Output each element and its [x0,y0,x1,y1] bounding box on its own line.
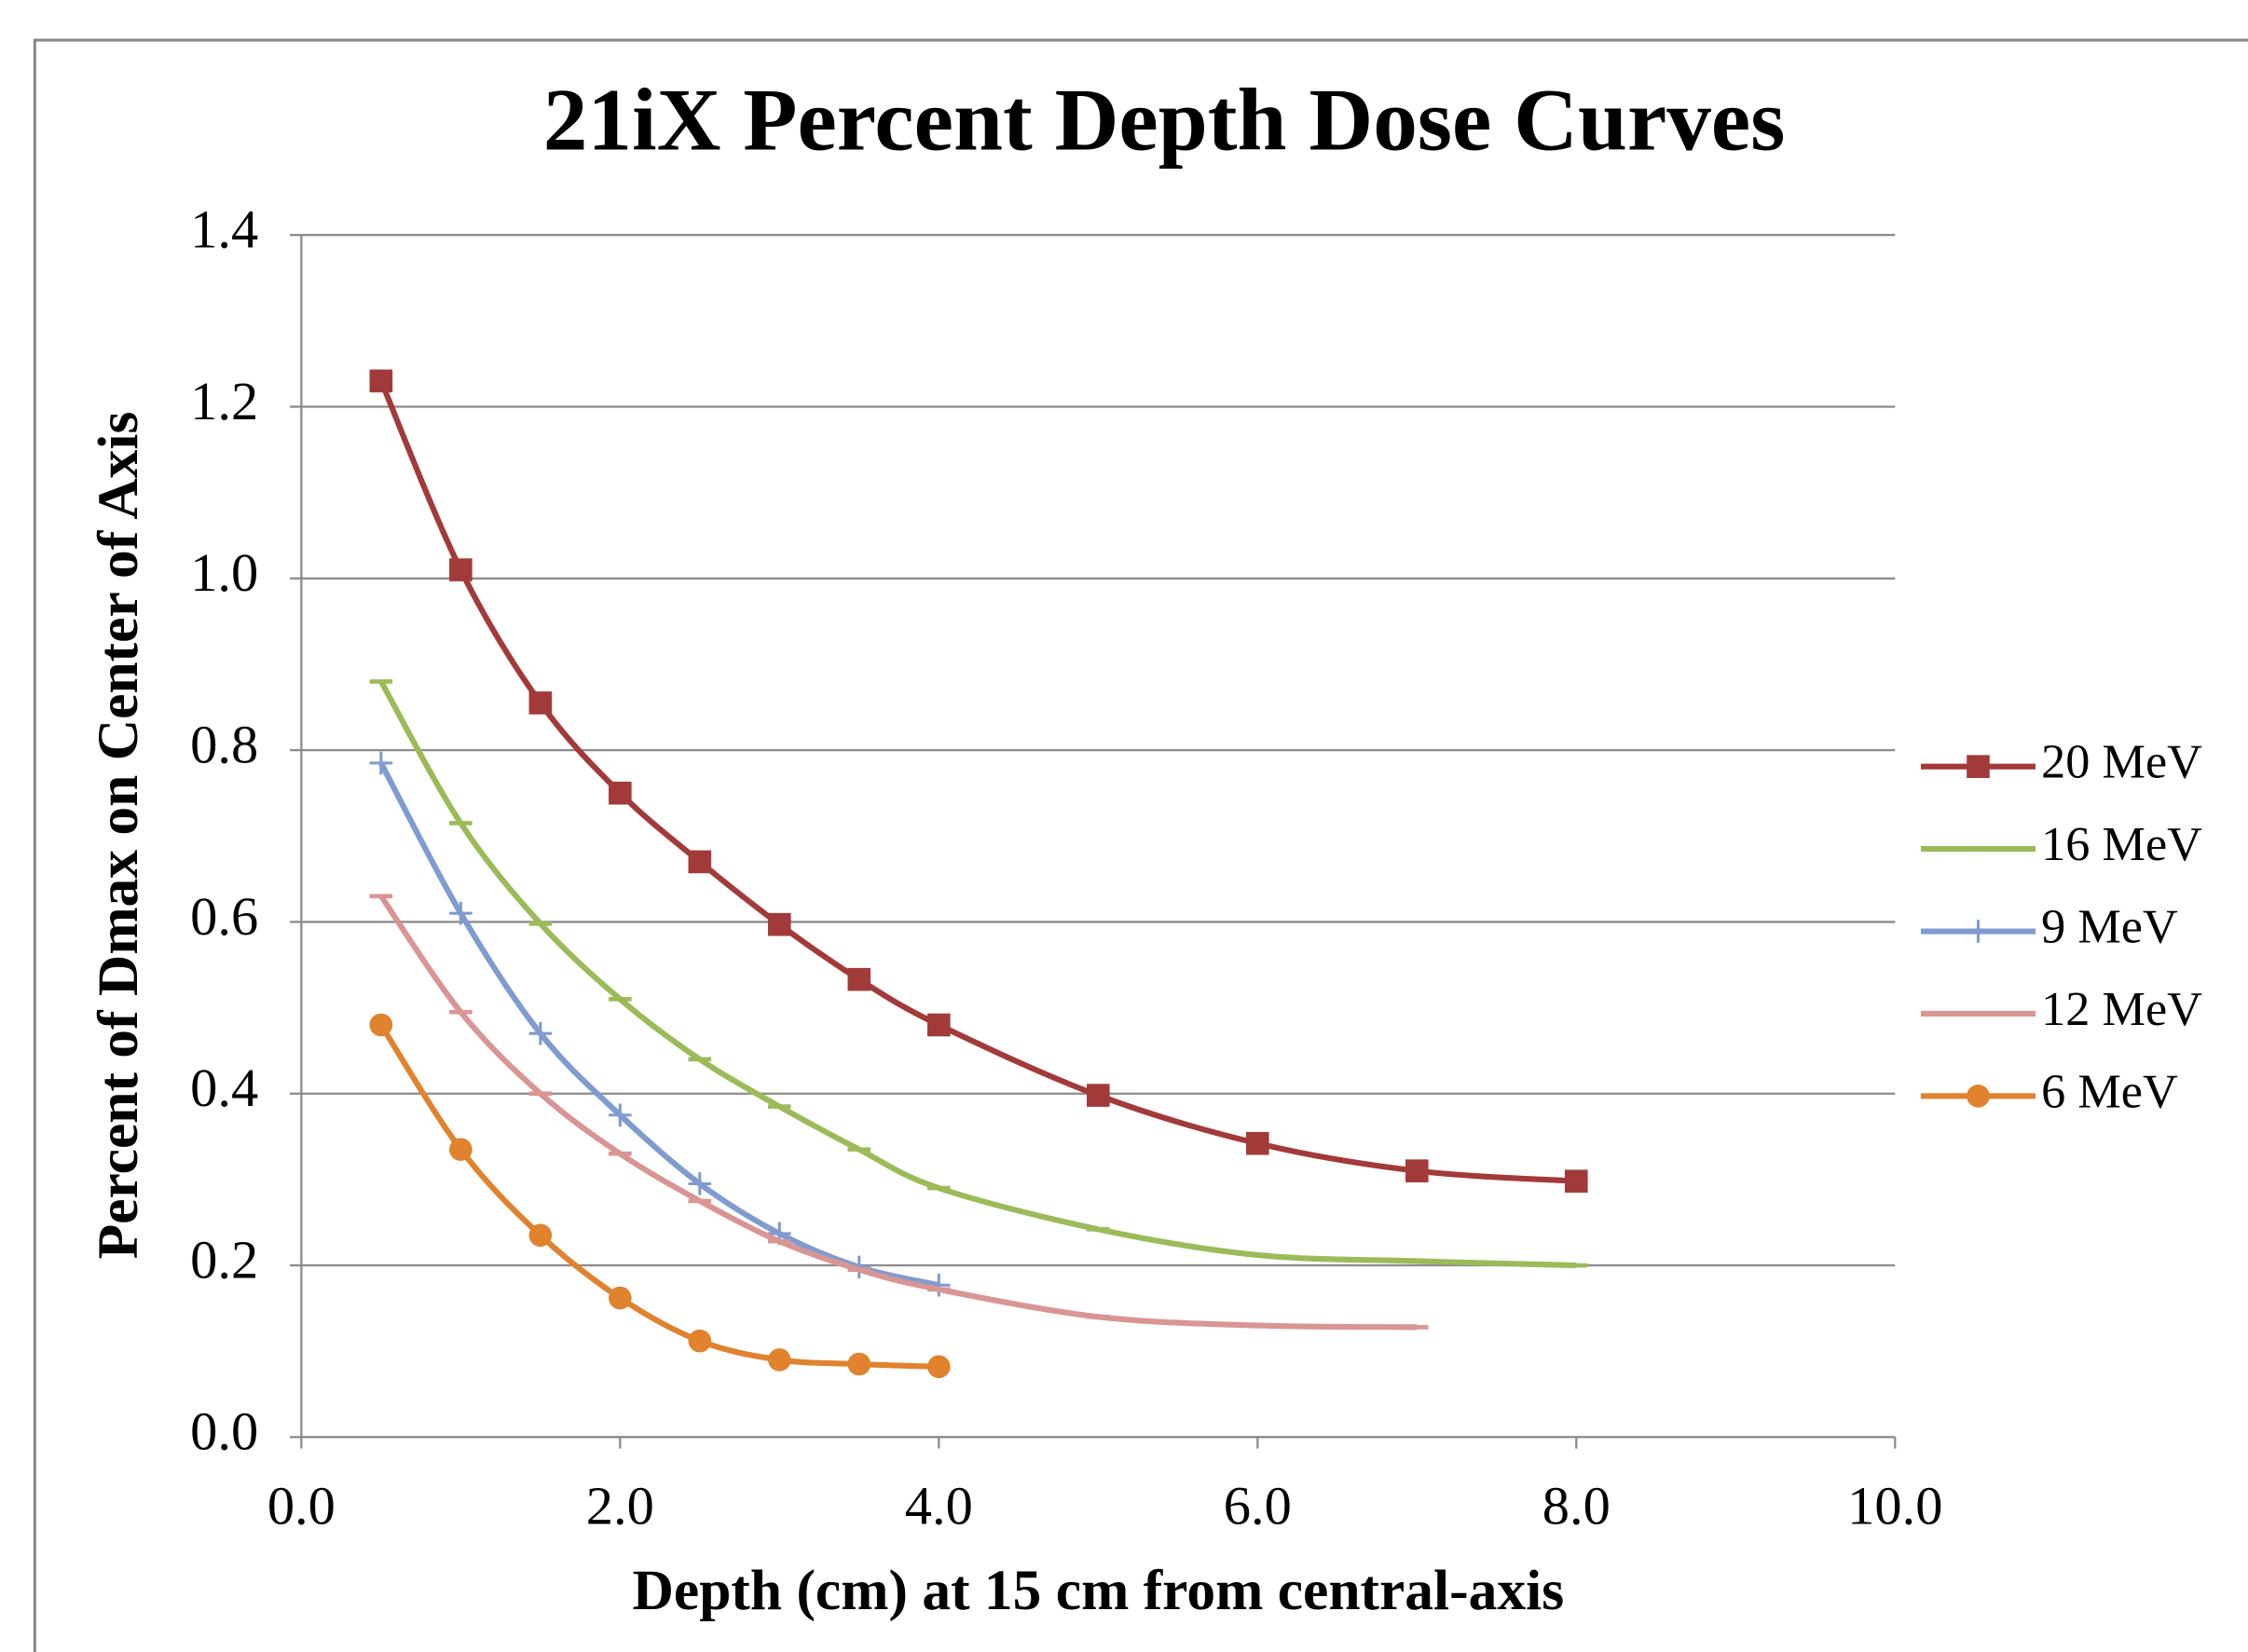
data-point [609,1286,632,1310]
chart-title: 21iX Percent Depth Dose Curves [543,70,1786,169]
legend-label: 6 MeV [2041,1064,2178,1118]
legend-marker [1967,920,1990,943]
y-tick-label: 0.8 [190,715,258,775]
data-point [927,1013,951,1037]
data-point [688,850,712,874]
data-point [847,967,871,991]
y-tick-label: 0.2 [190,1229,258,1290]
data-point [528,1021,553,1045]
data-point [609,1103,632,1127]
data-point [768,912,791,936]
chart-border [33,38,2248,1652]
data-point [369,751,393,775]
y-tick-label: 0.0 [190,1401,258,1462]
data-point [847,1352,871,1376]
data-point [1405,1159,1429,1182]
x-tick-label: 8.0 [1542,1476,1611,1536]
data-point [528,1223,553,1248]
series-line [378,894,1418,1331]
legend-marker [1967,1085,1990,1108]
series-line [378,379,1577,1184]
data-point [927,1355,951,1379]
series-line [378,679,1577,1269]
x-tick-label: 4.0 [905,1476,973,1536]
y-axis-label: Percent of Dmax on Center of Axis [87,412,150,1260]
legend-marker [1967,755,1990,778]
x-tick-label: 10.0 [1847,1476,1942,1536]
data-point [1087,1084,1110,1107]
data-point [688,1172,712,1195]
y-tick-label: 1.4 [190,199,258,260]
data-point [449,558,473,581]
data-point [688,1329,712,1353]
legend-label: 16 MeV [2041,817,2202,871]
data-point [1565,1169,1588,1194]
data-point [768,1348,791,1372]
data-point [449,901,473,925]
data-point [1246,1131,1269,1155]
data-point [609,781,632,805]
y-tick-label: 1.0 [190,542,258,603]
x-tick-label: 2.0 [586,1476,654,1536]
data-point [369,369,393,393]
y-tick-label: 1.2 [190,371,258,431]
data-point [449,1138,473,1161]
legend-label: 9 MeV [2041,900,2178,954]
data-point [528,691,553,715]
y-tick-label: 0.6 [190,886,258,947]
y-tick-label: 0.4 [190,1058,258,1118]
legend-label: 12 MeV [2041,982,2202,1036]
legend-label: 20 MeV [2041,735,2202,789]
data-point [369,1013,393,1037]
x-tick-label: 6.0 [1224,1476,1292,1536]
x-tick-label: 0.0 [267,1476,336,1536]
x-axis-label: Depth (cm) at 15 cm from central-axis [632,1559,1564,1622]
